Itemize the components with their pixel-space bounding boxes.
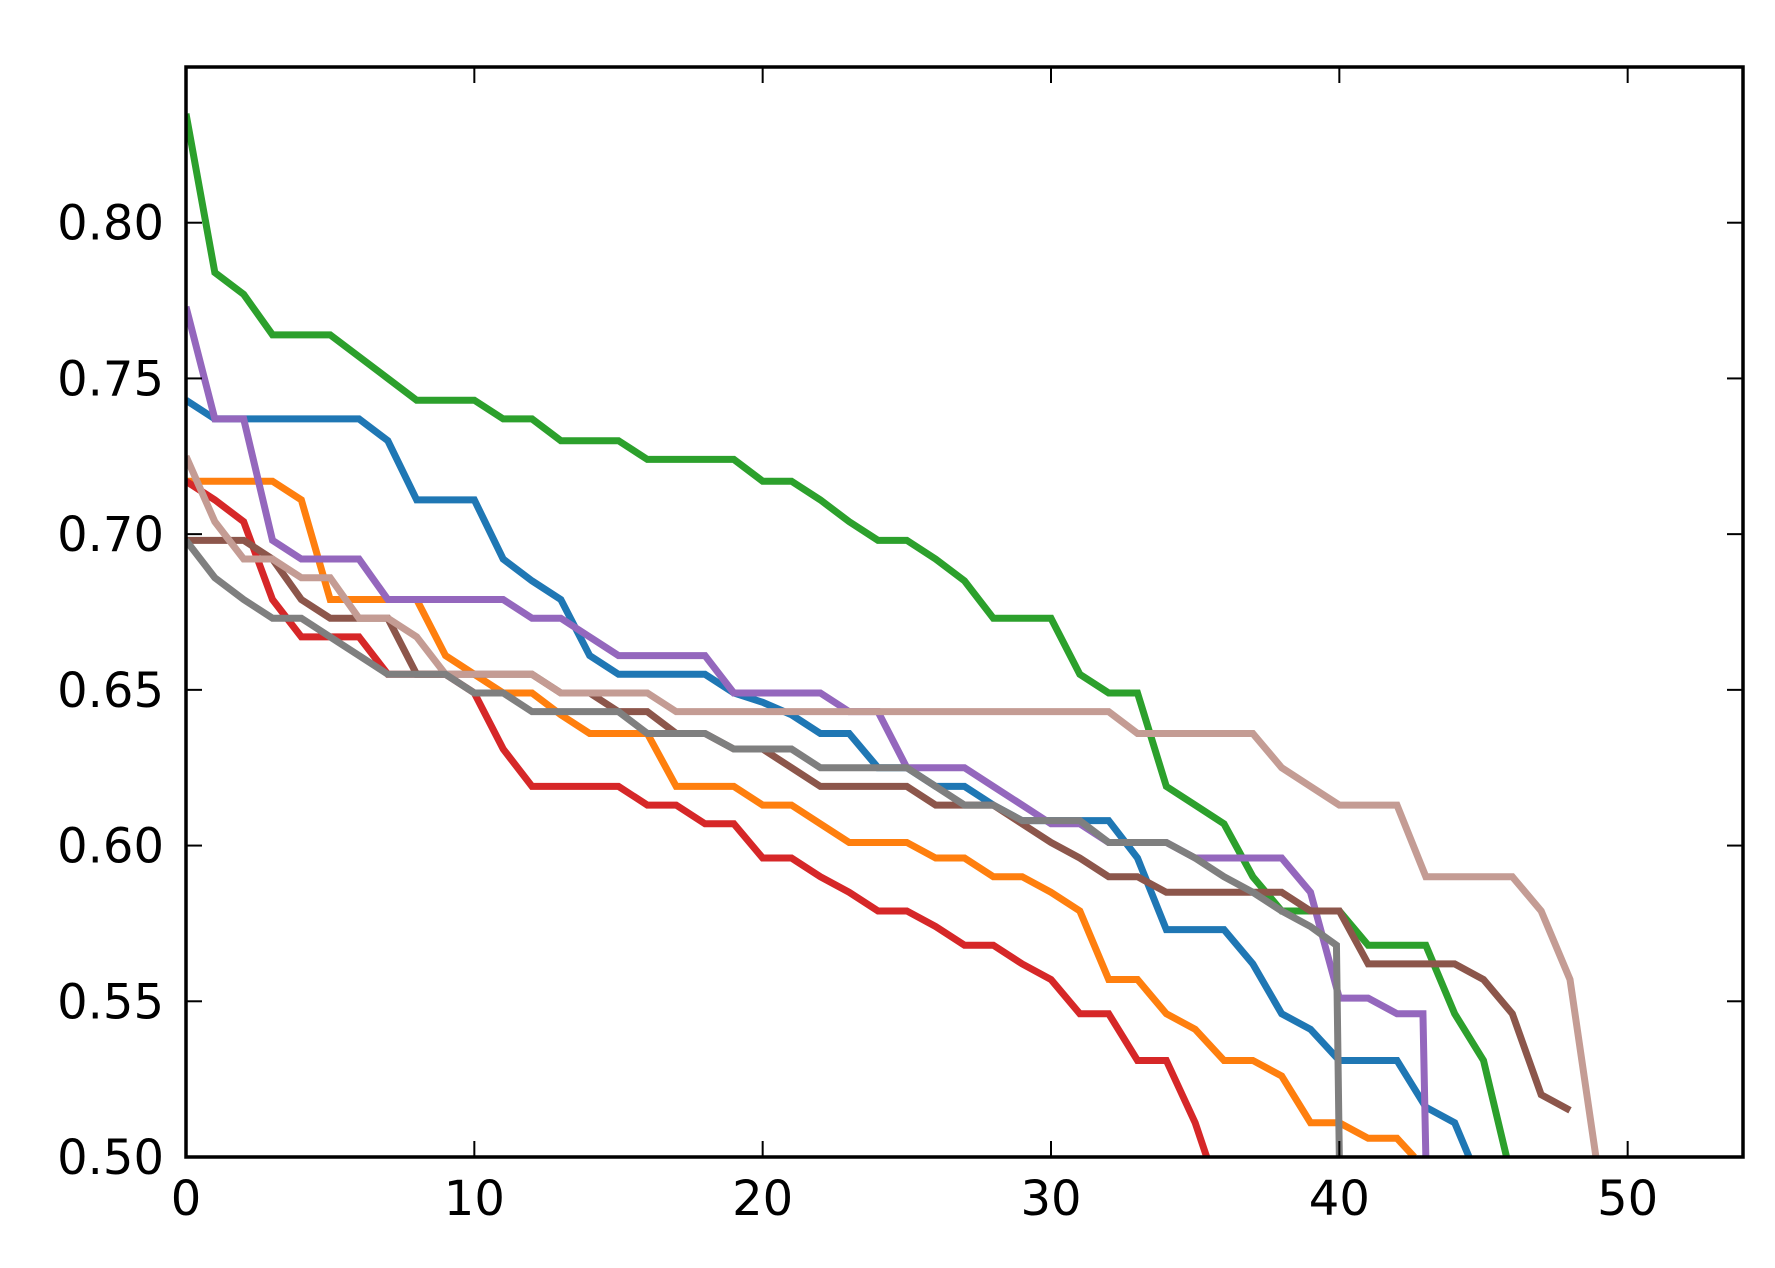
x-tick-label: 0 — [171, 1171, 202, 1227]
series-line-5 — [186, 305, 1430, 1157]
series-line-4 — [186, 478, 1211, 1157]
x-tick-label: 20 — [732, 1171, 793, 1227]
y-tick-label: 0.75 — [57, 351, 164, 407]
x-tick-label: 30 — [1020, 1171, 1081, 1227]
series-line-3 — [186, 113, 1510, 1157]
series-layer — [186, 113, 1600, 1157]
y-tick-label: 0.65 — [57, 663, 164, 719]
plot-frame — [184, 65, 1745, 1159]
y-tick-label: 0.80 — [57, 196, 164, 252]
tick-layer: 0 10 20 30 40 50 0.50 0.55 0.60 0.65 0.70 0.75 0.80 — [57, 67, 1743, 1227]
y-tick-label: 0.50 — [57, 1130, 164, 1186]
y-tick-label: 0.55 — [57, 974, 164, 1030]
x-tick-label: 50 — [1597, 1171, 1658, 1227]
y-tick-label: 0.70 — [57, 507, 164, 563]
series-line-7 — [186, 454, 1600, 1157]
x-tick-label: 40 — [1309, 1171, 1370, 1227]
series-line-1 — [186, 397, 1473, 1157]
x-tick-label: 10 — [444, 1171, 505, 1227]
y-tick-label: 0.60 — [57, 819, 164, 875]
series-line-8 — [186, 538, 1343, 1157]
